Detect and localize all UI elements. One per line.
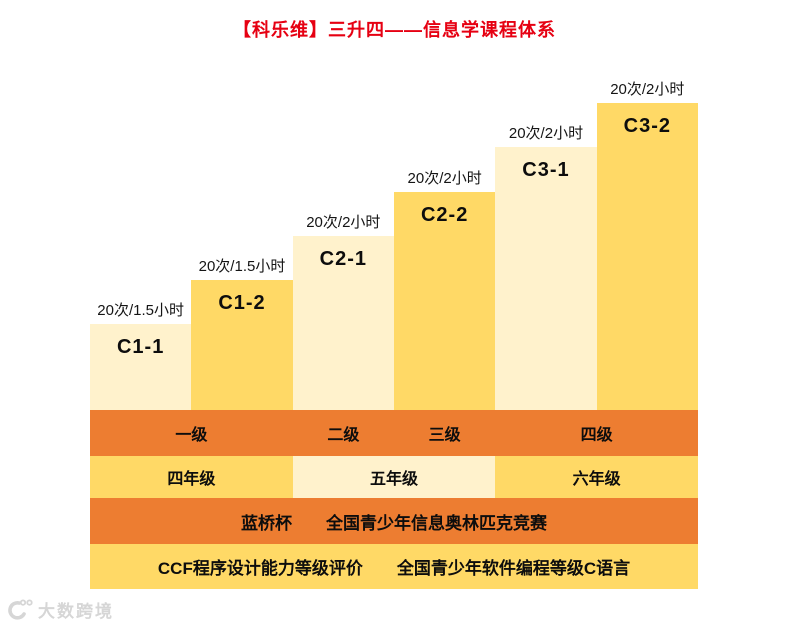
certification-row: CCF程序设计能力等级评价 全国青少年软件编程等级C语言 [90, 544, 698, 589]
course-system-block: 20次/1.5小时 C1-1 20次/1.5小时 C1-2 20次/2小时 C2… [90, 81, 699, 589]
sessions-label: 20次/1.5小时 [97, 302, 185, 319]
stair-c2-2: 20次/2小时 C2-2 [393, 167, 496, 410]
stair-c2-1: 20次/2小时 C2-1 [292, 211, 394, 410]
level-cell-2: 二级 [327, 427, 360, 444]
watermark: 大数跨境 [6, 597, 114, 622]
watermark-logo-icon [6, 598, 38, 621]
course-column-c3-1: C3-1 [495, 147, 597, 410]
grade-row: 四年级 五年级 六年级 [90, 456, 699, 498]
stair-c3-1: 20次/2小时 C3-1 [495, 122, 597, 410]
course-name: C1-2 [218, 292, 266, 314]
level-row: 一级 二级 三级 四级 [90, 410, 698, 456]
course-column-c3-2: C3-2 [596, 103, 698, 410]
watermark-text: 大数跨境 [38, 602, 114, 621]
page-title: 【科乐维】三升四——信息学课程体系 [233, 20, 556, 40]
course-name: C2-2 [420, 204, 469, 226]
grade-cell-1: 四年级 [90, 456, 293, 498]
course-name: C3-1 [522, 159, 570, 181]
sessions-label: 20次/2小时 [407, 170, 482, 187]
competition-row: 蓝桥杯 全国青少年信息奥林匹克竞赛 [90, 498, 698, 544]
stair-c1-2: 20次/1.5小时 C1-2 [191, 255, 293, 410]
grade-cell-2: 五年级 [292, 456, 496, 498]
course-column-c2-2: C2-2 [393, 192, 496, 410]
course-name: C3-2 [623, 115, 671, 137]
sessions-label: 20次/2小时 [306, 214, 381, 231]
level-cell-4: 四级 [580, 427, 613, 444]
sessions-label: 20次/1.5小时 [198, 258, 286, 275]
course-column-c1-1: C1-1 [90, 324, 192, 410]
level-cell-1: 一级 [175, 427, 208, 444]
level-cell-3: 三级 [428, 427, 461, 444]
course-name: C1-1 [116, 336, 165, 358]
grade-cell-3: 六年级 [495, 456, 699, 498]
course-column-c2-1: C2-1 [292, 236, 394, 410]
sessions-label: 20次/2小时 [610, 81, 685, 98]
course-column-c1-2: C1-2 [191, 280, 293, 410]
course-staircase: 20次/1.5小时 C1-1 20次/1.5小时 C1-2 20次/2小时 C2… [90, 81, 698, 410]
stair-c1-1: 20次/1.5小时 C1-1 [90, 299, 192, 410]
stair-c3-2: 20次/2小时 C3-2 [596, 78, 698, 410]
sessions-label: 20次/2小时 [508, 125, 584, 142]
course-name: C2-1 [319, 248, 367, 270]
